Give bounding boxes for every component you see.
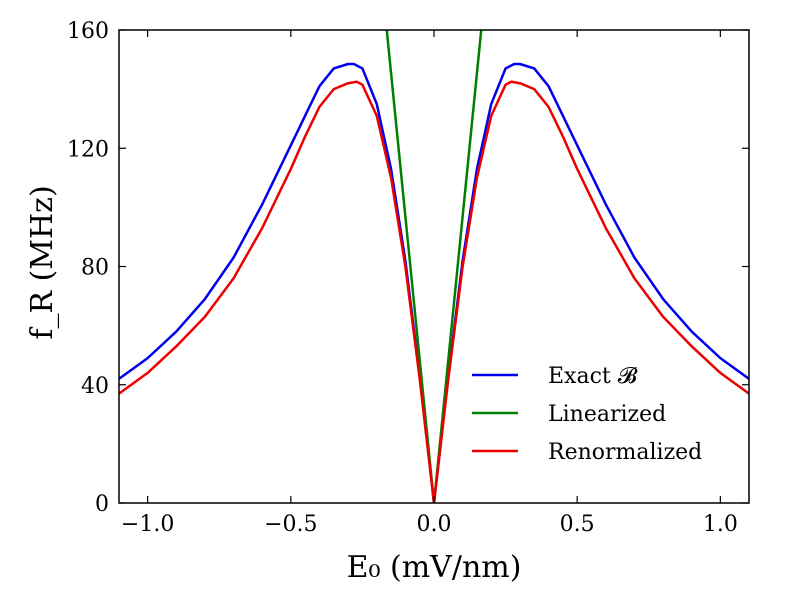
x-tick-label: −1.0 (121, 512, 174, 537)
x-tick-label: 0.5 (560, 512, 595, 537)
plot-frame (118, 29, 750, 504)
legend-label: Exact 𝓑 (548, 364, 638, 389)
x-tick-label: 0.0 (417, 512, 452, 537)
y-tick-label: 40 (81, 374, 109, 399)
legend: Exact 𝓑 Linearized Renormalized (472, 364, 702, 465)
series-line-3 (119, 80, 749, 503)
legend-label: Linearized (548, 402, 666, 427)
x-tick-label: −0.5 (264, 512, 317, 537)
y-tick-label: 0 (95, 492, 109, 517)
y-tick-label: 80 (81, 256, 109, 281)
series-lines (119, 30, 749, 503)
x-axis-label: E₀ (mV/nm) (347, 550, 522, 585)
y-axis-label: f_R (MHz) (25, 185, 60, 339)
axis-ticks: −1.0 −0.5 0.0 0.5 1.0 0 40 80 120 160 (67, 19, 749, 537)
y-tick-label: 160 (67, 19, 109, 44)
x-tick-label: 1.0 (703, 512, 738, 537)
series-line-1 (119, 62, 749, 503)
series-line-2 (385, 30, 483, 503)
y-tick-label: 120 (67, 137, 109, 162)
legend-label: Renormalized (548, 440, 702, 465)
